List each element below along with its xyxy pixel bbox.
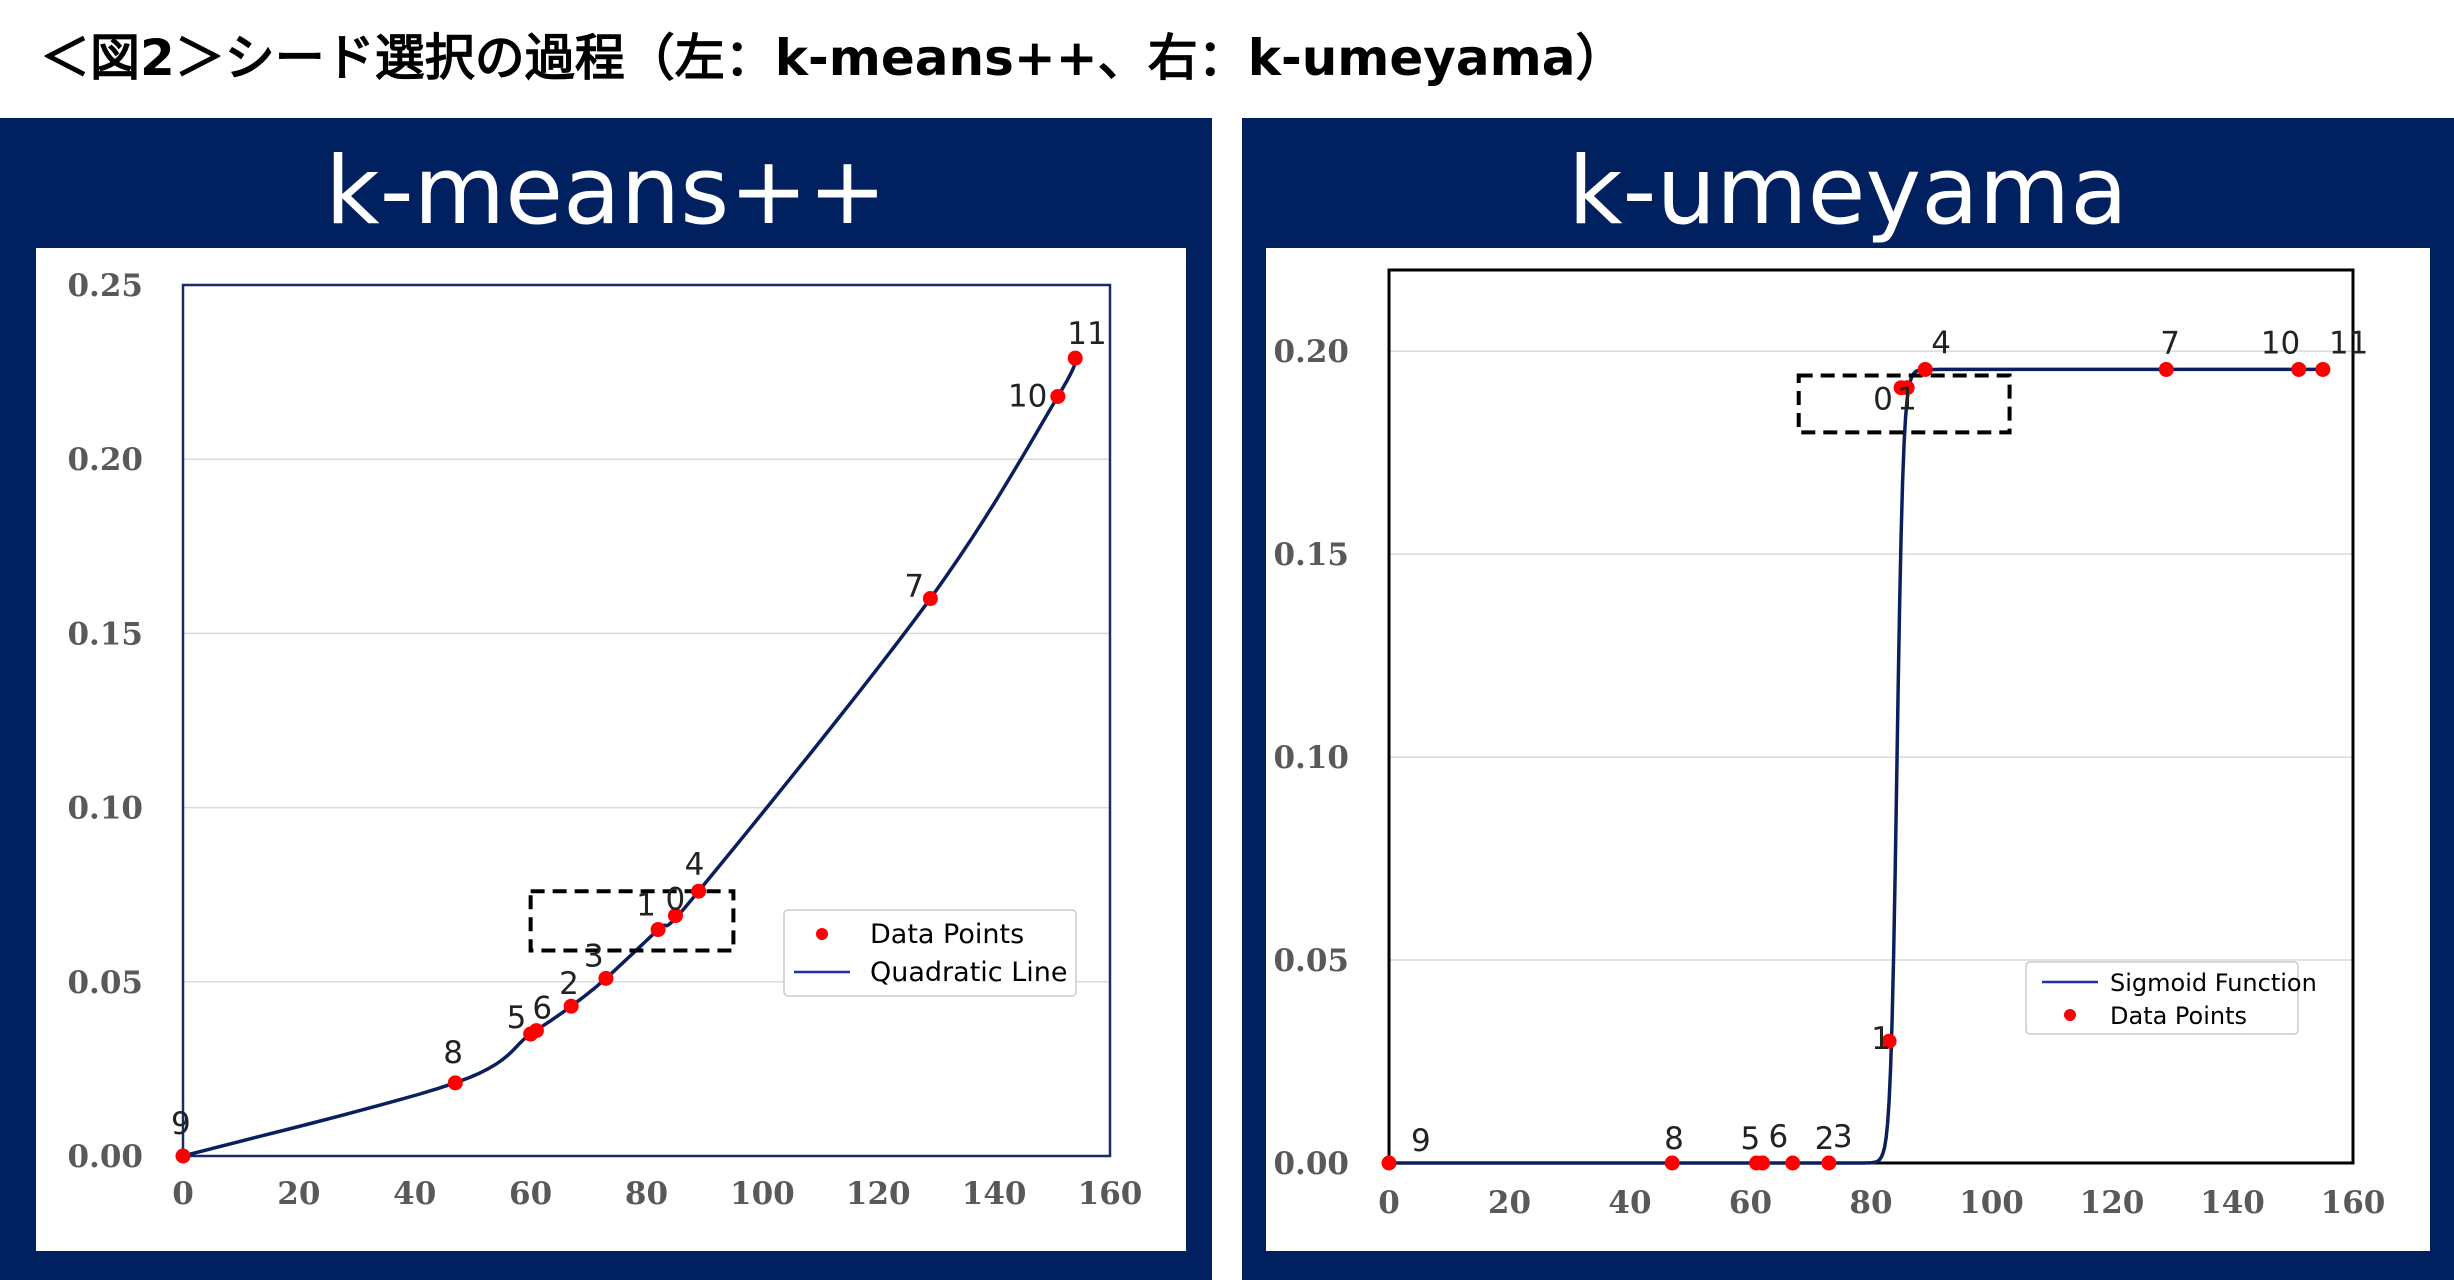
- point-label: 3: [1833, 1119, 1853, 1155]
- x-tick-label: 20: [1488, 1185, 1531, 1221]
- data-point: [1067, 350, 1083, 366]
- data-point: [1050, 388, 1066, 404]
- point-label: 4: [1931, 325, 1951, 361]
- point-label: 9: [171, 1106, 191, 1142]
- panel-kumeyama: k-umeyama 0.00 0.05 0.10 0.15 0.20 0 20 40 60 80 1…: [1242, 118, 2454, 1280]
- legend-entry: Quadratic Line: [870, 957, 1067, 988]
- data-point: [598, 970, 614, 986]
- point-label: 6: [532, 991, 552, 1027]
- data-point: [2291, 361, 2307, 377]
- y-tick-label: 0.15: [67, 616, 143, 652]
- y-tick-label: 0.05: [67, 965, 143, 1001]
- y-tick-label: 0.00: [1273, 1146, 1349, 1182]
- data-point: [1664, 1155, 1680, 1171]
- point-label: 11: [1067, 316, 1106, 352]
- x-tick-label: 0: [172, 1176, 194, 1212]
- point-label: 0: [1873, 382, 1893, 418]
- point-label: 2: [559, 966, 579, 1002]
- data-point: [691, 883, 707, 899]
- fit-curve: [182, 357, 1077, 1158]
- panel-kmeans: k-means++ 0.00 0.05 0.10 0.15 0.20 0.25 0 20 40 6…: [0, 118, 1212, 1280]
- point-label: 5: [507, 1000, 527, 1036]
- legend-box: [783, 909, 1077, 997]
- fit-curve: [1388, 367, 2324, 1165]
- highlight-box: [1796, 373, 2012, 435]
- point-label: 1: [1897, 382, 1917, 418]
- legend-entry: Data Points: [2110, 1002, 2247, 1030]
- point-label: 11: [2329, 325, 2368, 361]
- data-point: [667, 908, 683, 924]
- legend-marker-points: [816, 928, 828, 940]
- data-point: [2315, 361, 2331, 377]
- data-point: [563, 998, 579, 1014]
- figure-title: ＜図2＞シード選択の過程（左：k-means++、右：k-umeyama）: [40, 29, 1626, 87]
- point-label: 1: [1871, 1021, 1891, 1057]
- point-label: 7: [904, 569, 924, 605]
- y-tick-label: 0.00: [67, 1139, 143, 1175]
- x-tick-label: 160: [1078, 1176, 1143, 1212]
- x-tick-label: 120: [2080, 1185, 2145, 1221]
- y-tick-label: 0.10: [67, 791, 143, 827]
- point-label: 4: [685, 847, 705, 883]
- point-label: 1: [636, 888, 656, 924]
- panel-title-kumeyama: k-umeyama: [1568, 137, 2128, 246]
- plot-frame: [181, 283, 1112, 1158]
- y-tick-label: 0.20: [67, 442, 143, 478]
- x-tick-label: 80: [1849, 1185, 1892, 1221]
- legend-entry: Sigmoid Function: [2110, 969, 2317, 997]
- x-tick-label: 20: [277, 1176, 320, 1212]
- highlight-box: [528, 889, 736, 953]
- x-tick-label: 140: [962, 1176, 1027, 1212]
- point-label: 10: [1008, 378, 1047, 414]
- x-tick-label: 40: [393, 1176, 436, 1212]
- data-point: [1821, 1155, 1837, 1171]
- panel-title-kmeans: k-means++: [325, 137, 887, 246]
- x-tick-label: 40: [1608, 1185, 1651, 1221]
- data-point: [1381, 1155, 1397, 1171]
- data-point: [922, 591, 938, 607]
- data-point: [2158, 361, 2174, 377]
- data-point: [528, 1023, 544, 1039]
- y-tick-label: 0.20: [1273, 334, 1349, 370]
- x-tick-label: 80: [625, 1176, 668, 1212]
- point-label: 2: [1815, 1121, 1835, 1157]
- point-label: 5: [1741, 1121, 1761, 1157]
- point-label: 6: [1769, 1119, 1789, 1155]
- y-tick-label: 0.10: [1273, 740, 1349, 776]
- point-label: 8: [443, 1035, 463, 1071]
- data-point: [175, 1148, 191, 1164]
- x-tick-label: 140: [2200, 1185, 2265, 1221]
- y-tick-label: 0.25: [67, 268, 143, 304]
- legend-marker-points: [2064, 1009, 2076, 1021]
- chart-area-kumeyama: 0.00 0.05 0.10 0.15 0.20 0 20 40 60 80 100 120 140 16…: [1266, 248, 2430, 1251]
- x-tick-label: 60: [509, 1176, 552, 1212]
- data-point: [650, 922, 666, 938]
- y-tick-label: 0.15: [1273, 537, 1349, 573]
- data-point: [1785, 1155, 1801, 1171]
- point-label: 7: [2160, 325, 2180, 361]
- point-label: 9: [1411, 1123, 1431, 1159]
- x-tick-label: 100: [1959, 1185, 2024, 1221]
- legend-entry: Data Points: [870, 919, 1024, 950]
- chart-area-kmeans: 0.00 0.05 0.10 0.15 0.20 0.25 0 20 40 60 80 100 120 1…: [36, 248, 1186, 1251]
- data-point: [1899, 380, 1915, 396]
- point-label: 10: [2261, 325, 2300, 361]
- y-tick-label: 0.05: [1273, 943, 1349, 979]
- data-point: [1755, 1155, 1771, 1171]
- data-point: [1917, 361, 1933, 377]
- chart-kmeans: 0.000.050.100.150.200.250 20 40 60 80 100 120 1…: [67, 268, 1143, 1212]
- chart-kumeyama: 0.000.050.100.150.200 20 40 60 80 100 120 140 16…: [1273, 268, 2386, 1221]
- legend-box: [2025, 961, 2299, 1035]
- x-tick-label: 100: [730, 1176, 795, 1212]
- data-point: [1881, 1033, 1897, 1049]
- x-tick-label: 0: [1378, 1185, 1400, 1221]
- x-tick-label: 160: [2321, 1185, 2386, 1221]
- point-label: 0: [665, 882, 685, 918]
- x-tick-label: 120: [846, 1176, 911, 1212]
- point-label: 3: [584, 938, 604, 974]
- point-label: 8: [1664, 1121, 1684, 1157]
- x-tick-label: 60: [1729, 1185, 1772, 1221]
- data-point: [447, 1075, 463, 1091]
